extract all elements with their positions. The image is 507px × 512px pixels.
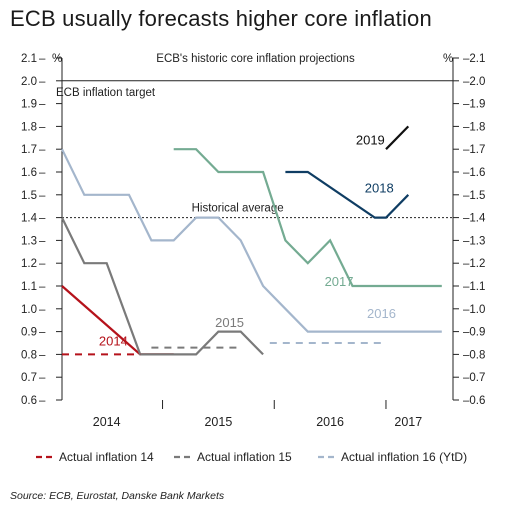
target-line-label: ECB inflation target xyxy=(56,87,156,99)
x-tick-label: 2017 xyxy=(394,415,422,429)
series-line-2015 xyxy=(61,217,264,356)
y-tick-left-label: 0.9 xyxy=(21,327,37,339)
y-tick-right-label: –1.8 xyxy=(463,121,485,133)
series-labels: 2014 2015 2016 2017 2018 2019 xyxy=(99,133,396,349)
y-tick-left-label: 1.3 xyxy=(21,235,37,247)
series-line-2019 xyxy=(385,125,410,150)
series-line-2018 xyxy=(285,170,410,219)
average-line-label: Historical average xyxy=(192,203,284,215)
series-line-2017 xyxy=(173,148,442,288)
chart-frame xyxy=(61,58,454,400)
y-tick-left-label: 1.6 xyxy=(21,167,37,179)
y-tick-left-label: 1.4 xyxy=(21,213,38,225)
y-tick-left-dash: – xyxy=(39,121,46,133)
source-note: Source: ECB, Eurostat, Danske Bank Marke… xyxy=(10,490,225,502)
series-label-2019: 2019 xyxy=(356,133,385,148)
y-tick-left-dash: – xyxy=(39,281,46,293)
y-tick-right-label: –0.6 xyxy=(463,395,485,407)
series-label-2015: 2015 xyxy=(215,315,244,330)
y-tick-right-label: –1.0 xyxy=(463,304,485,316)
chart-title: ECB usually forecasts higher core inflat… xyxy=(10,6,432,31)
x-axis: 2014 2015 2016 2017 xyxy=(93,400,422,429)
y-tick-right-label: –0.8 xyxy=(463,349,485,361)
y-tick-left-dash: – xyxy=(39,349,46,361)
y-tick-left-label: 1.0 xyxy=(21,304,37,316)
y-tick-right-label: –1.9 xyxy=(463,99,485,111)
y-tick-left-label: 1.9 xyxy=(21,99,37,111)
y-tick-right-label: –0.9 xyxy=(463,327,485,339)
y-tick-right-label: –1.5 xyxy=(463,190,485,202)
x-tick-label: 2015 xyxy=(204,415,232,429)
y-axis-right: –0.6 –0.7 –0.8 –0.9 –1.0 –1.1 –1.2 –1.3 –1.4 –1.5… xyxy=(453,53,486,407)
y-tick-left-dash: – xyxy=(39,99,46,111)
y-tick-left-label: 2.1 xyxy=(21,53,37,65)
series-label-2018: 2018 xyxy=(365,181,394,196)
y-axis-left: 0.6 –0.7 –0.8 –0.9 –1.0 –1.1 –1.2 –1.3 –1.4 –1.5–… xyxy=(21,53,62,407)
y-tick-left-label: 1.8 xyxy=(21,121,37,133)
y-tick-left-label: 1.1 xyxy=(21,281,37,293)
series-lines xyxy=(61,125,442,356)
legend: Actual inflation 14 Actual inflation 15 Ac… xyxy=(36,450,467,464)
y-tick-right-label: –1.1 xyxy=(463,281,485,293)
series-label-2016: 2016 xyxy=(367,306,396,321)
reference-lines xyxy=(62,80,453,219)
y-tick-left-label: 1.5 xyxy=(21,190,37,202)
y-tick-right-label: –2.0 xyxy=(463,76,485,88)
y-tick-left-dash: – xyxy=(39,167,46,179)
y-tick-left-dash: – xyxy=(39,190,46,202)
y-tick-left-label: 2.0 xyxy=(21,76,37,88)
y-tick-left-dash: – xyxy=(39,76,46,88)
y-tick-left-dash: – xyxy=(39,235,46,247)
y-tick-right-label: –2.1 xyxy=(463,53,485,65)
y-tick-right-label: –0.7 xyxy=(463,372,485,384)
y-tick-left-label: 0.6 xyxy=(21,395,37,407)
y-tick-left-dash: – xyxy=(39,327,46,339)
y-axis-right-unit: % xyxy=(443,53,453,65)
y-tick-left-dash: – xyxy=(39,213,46,225)
y-tick-right-label: –1.2 xyxy=(463,258,485,270)
series-label-2017: 2017 xyxy=(325,274,354,289)
y-tick-right-label: –1.3 xyxy=(463,235,485,247)
series-label-2014: 2014 xyxy=(99,333,128,348)
legend-label: Actual inflation 15 xyxy=(197,450,292,464)
y-axis-left-unit: % xyxy=(52,53,62,65)
y-tick-right-label: –1.7 xyxy=(463,144,485,156)
series-line-2016 xyxy=(61,148,442,333)
legend-label: Actual inflation 16 (YtD) xyxy=(341,450,467,464)
y-tick-left-label: 1.2 xyxy=(21,258,37,270)
y-tick-right-label: –1.6 xyxy=(463,167,485,179)
y-tick-left-dash: – xyxy=(39,372,46,384)
x-tick-label: 2014 xyxy=(93,415,121,429)
legend-label: Actual inflation 14 xyxy=(59,450,154,464)
y-tick-left-dash: – xyxy=(39,258,46,270)
y-tick-left-label: 0.8 xyxy=(21,349,37,361)
y-tick-left-dash: – xyxy=(39,53,46,65)
y-tick-left-label: 0.7 xyxy=(21,372,37,384)
y-tick-left-dash: – xyxy=(39,395,46,407)
y-tick-left-label: 1.7 xyxy=(21,144,37,156)
y-tick-left-dash: – xyxy=(39,144,46,156)
x-tick-label: 2016 xyxy=(316,415,344,429)
y-tick-left-dash: – xyxy=(39,304,46,316)
y-tick-right-label: –1.4 xyxy=(463,213,486,225)
chart-subtitle: ECB's historic core inflation projection… xyxy=(156,53,355,65)
